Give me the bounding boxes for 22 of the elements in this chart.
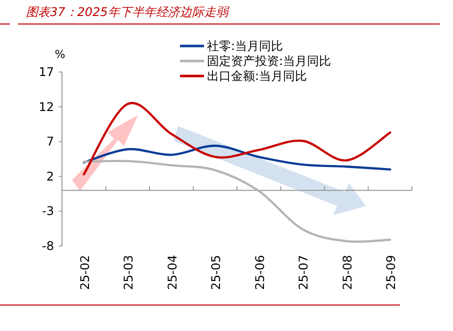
y-tick-label: -3 — [42, 204, 54, 218]
y-tick-label: 17 — [38, 65, 54, 79]
line-series — [82, 160, 392, 243]
legend-label: 固定资产投资:当月同比 — [207, 54, 332, 68]
y-tick-label: -8 — [42, 239, 54, 253]
x-tick-label: 25-03 — [122, 255, 136, 290]
line-series — [82, 144, 392, 171]
x-tick-label: 25-06 — [252, 255, 267, 290]
y-tick-label: 7 — [46, 134, 54, 149]
legend-label: 出口金额:当月同比 — [207, 69, 308, 83]
y-tick-label: 2 — [46, 169, 54, 184]
legend-label: 社零:当月同比 — [207, 39, 284, 53]
x-tick-label: 25-07 — [296, 255, 311, 290]
y-tick-label: 12 — [38, 100, 54, 114]
line-series — [82, 102, 392, 176]
chart-title: 图表37：2025年下半年经济边际走弱 — [26, 5, 230, 19]
x-tick-label: 25-04 — [165, 255, 180, 290]
x-tick-label: 25-05 — [209, 255, 224, 290]
x-tick-label: 25-09 — [384, 255, 398, 290]
x-tick-label: 25-02 — [78, 255, 92, 290]
x-tick-label: 25-08 — [340, 255, 354, 290]
y-axis-title: % — [54, 48, 66, 61]
